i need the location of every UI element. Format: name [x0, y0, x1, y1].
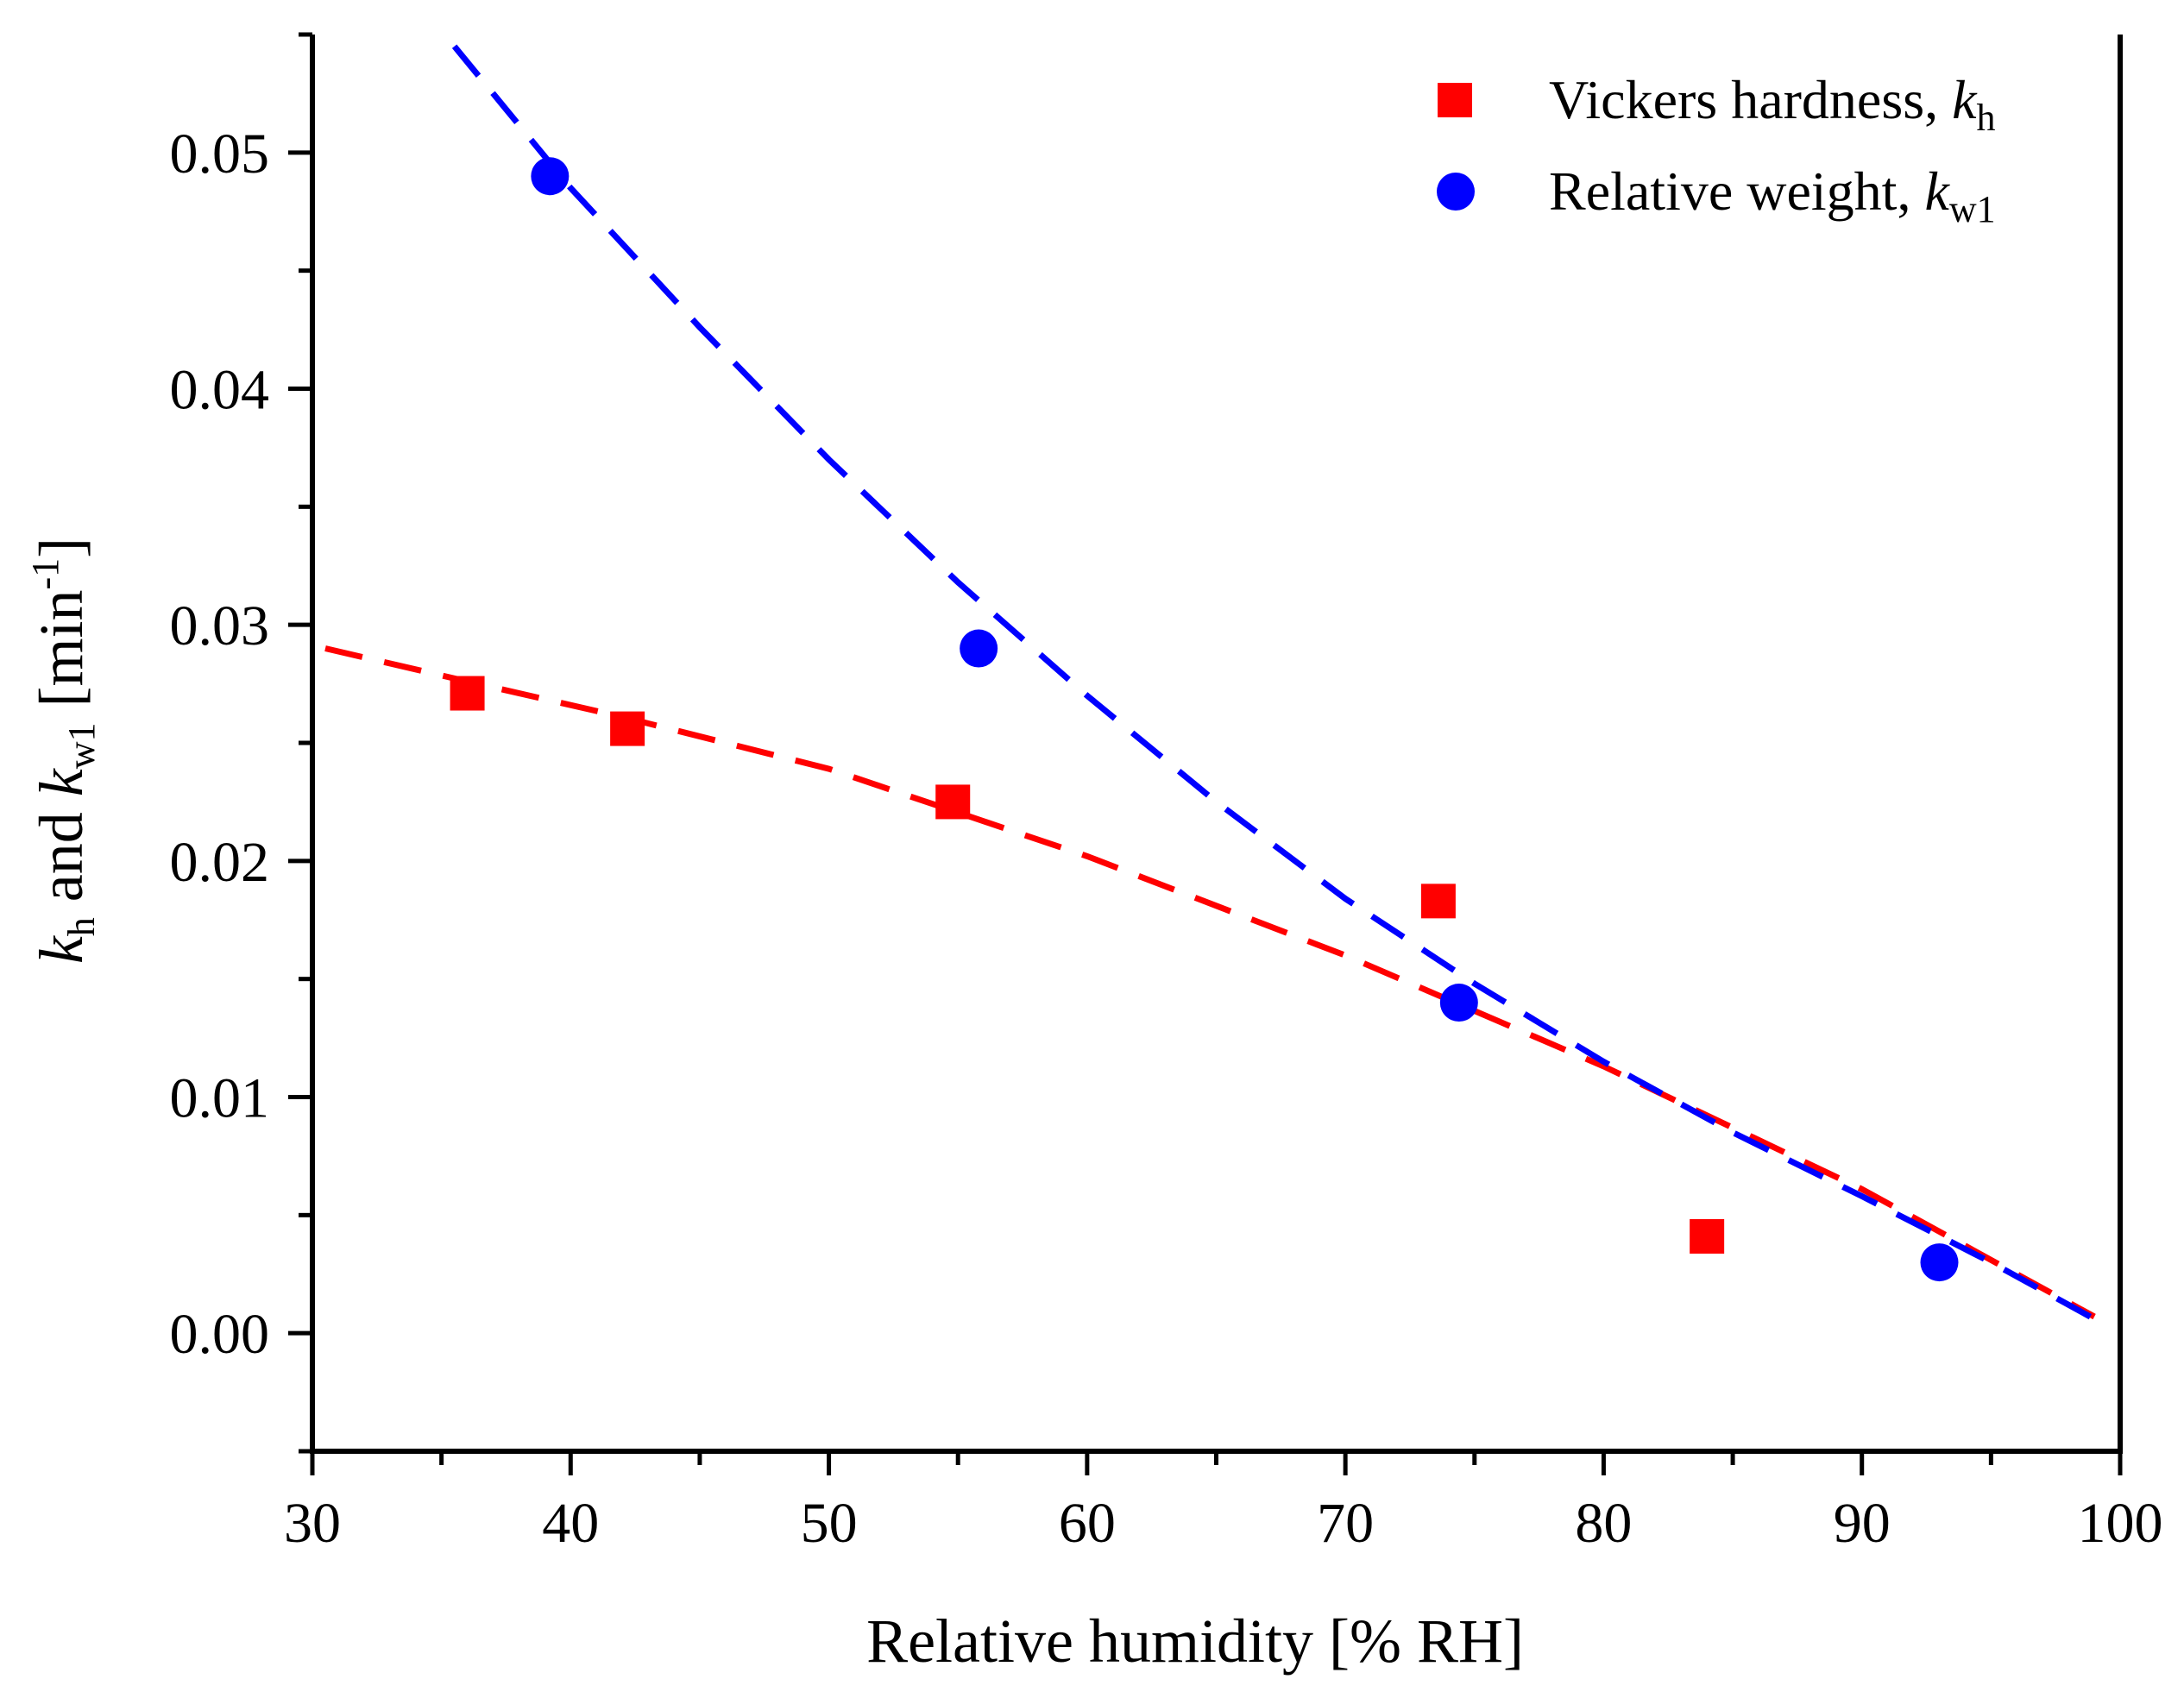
y-tick-label: 0.01	[170, 1067, 270, 1130]
y-tick-label: 0.03	[170, 594, 270, 657]
x-tick-label: 90	[1834, 1492, 1891, 1555]
x-tick-label: 80	[1575, 1492, 1632, 1555]
legend: Vickers hardness, kh Relative weight, kw…	[1437, 69, 1996, 230]
data-point-weight	[531, 157, 570, 196]
data-point-weight	[960, 629, 998, 668]
data-point-vickers	[610, 711, 645, 746]
data-point-vickers	[450, 676, 485, 711]
data-point-weight	[1920, 1243, 1959, 1282]
fit-line-weight	[451, 44, 2096, 1322]
y-tick-label: 0.00	[170, 1303, 270, 1366]
fit-lines	[324, 44, 2096, 1322]
data-point-weight	[1439, 984, 1478, 1022]
x-tick-label: 100	[2078, 1492, 2163, 1555]
data-point-vickers	[1420, 884, 1456, 919]
x-tick-label: 30	[284, 1492, 341, 1555]
legend-marker-weight	[1437, 173, 1475, 211]
data-markers	[450, 157, 1959, 1282]
x-axis-title: Relative humidity [% RH]	[866, 1607, 1524, 1676]
y-axis-title: kh and kw1 [min-1]	[24, 538, 103, 964]
legend-label-weight: Relative weight, kw1	[1549, 160, 1996, 230]
legend-label-vickers: Vickers hardness, kh	[1549, 69, 1996, 139]
axes	[310, 35, 2123, 1454]
legend-marker-vickers	[1438, 83, 1472, 117]
data-point-vickers	[935, 784, 971, 820]
data-point-vickers	[1690, 1218, 1725, 1254]
y-tick-label: 0.04	[170, 359, 270, 422]
ticks: 30 40 50 60 70 80 90 100 0.00 0.01 0.02 0.03 0.04 0.0…	[170, 32, 2163, 1555]
y-tick-label: 0.05	[170, 123, 270, 186]
x-tick-label: 40	[542, 1492, 599, 1555]
x-tick-label: 60	[1059, 1492, 1116, 1555]
x-tick-label: 50	[801, 1492, 858, 1555]
y-tick-label: 0.02	[170, 831, 270, 894]
fit-line-vickers	[324, 645, 2096, 1320]
x-tick-label: 70	[1317, 1492, 1374, 1555]
